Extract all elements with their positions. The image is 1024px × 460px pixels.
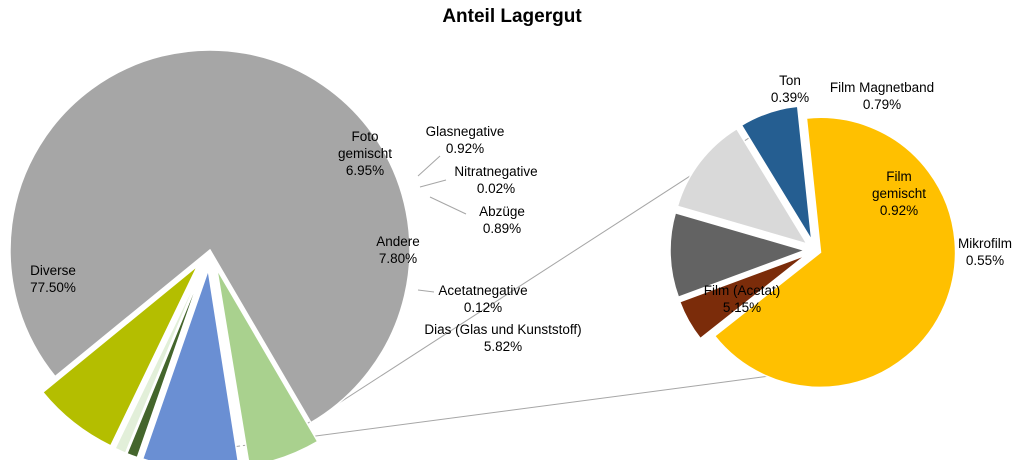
slice-ton (678, 254, 807, 340)
data-label-mikrofilm: Mikrofilm 0.55% (958, 236, 1012, 268)
data-label-abzuge: Abzüge 0.89% (479, 204, 525, 236)
slice-andere (141, 269, 239, 460)
slice-film-acetat (713, 116, 957, 389)
slice-foto-gemischt (41, 265, 199, 447)
slice-film-gemischt (676, 127, 809, 246)
data-label-nitratnegative: Nitratnegative 0.02% (454, 164, 537, 196)
leader-acetatnegative (417, 289, 435, 293)
leader-glasnegative (417, 155, 441, 177)
data-label-film-acetat: Film (Acetat) 5.15% (704, 283, 781, 315)
data-label-dias-glas-und-kunststoff: Dias (Glas und Kunststoff) 5.82% (424, 322, 581, 354)
data-label-ton: Ton 0.39% (771, 73, 809, 105)
data-label-foto-gemischt: Foto gemischt 6.95% (338, 129, 392, 178)
data-label-film-gemischt: Film gemischt 0.92% (872, 169, 926, 218)
slice-dias-glas-und-kunststoff (216, 268, 319, 460)
slice-mikrofilm (740, 105, 813, 241)
chart-title: Anteil Lagergut (442, 6, 582, 27)
data-label-andere: Andere 7.80% (376, 234, 420, 266)
slice-glasnegative (113, 267, 203, 455)
data-label-acetatnegative: Acetatnegative 0.12% (438, 283, 527, 315)
leader-nitratnegative (419, 179, 447, 188)
slice-diverse (9, 49, 411, 424)
leader-abzuege (429, 196, 467, 215)
data-label-glasnegative: Glasnegative 0.92% (426, 124, 505, 156)
slice-film-magnetband (669, 211, 808, 299)
data-label-diverse: Diverse 77.50% (30, 263, 76, 295)
data-label-film-magnetband: Film Magnetband 0.79% (830, 80, 934, 112)
